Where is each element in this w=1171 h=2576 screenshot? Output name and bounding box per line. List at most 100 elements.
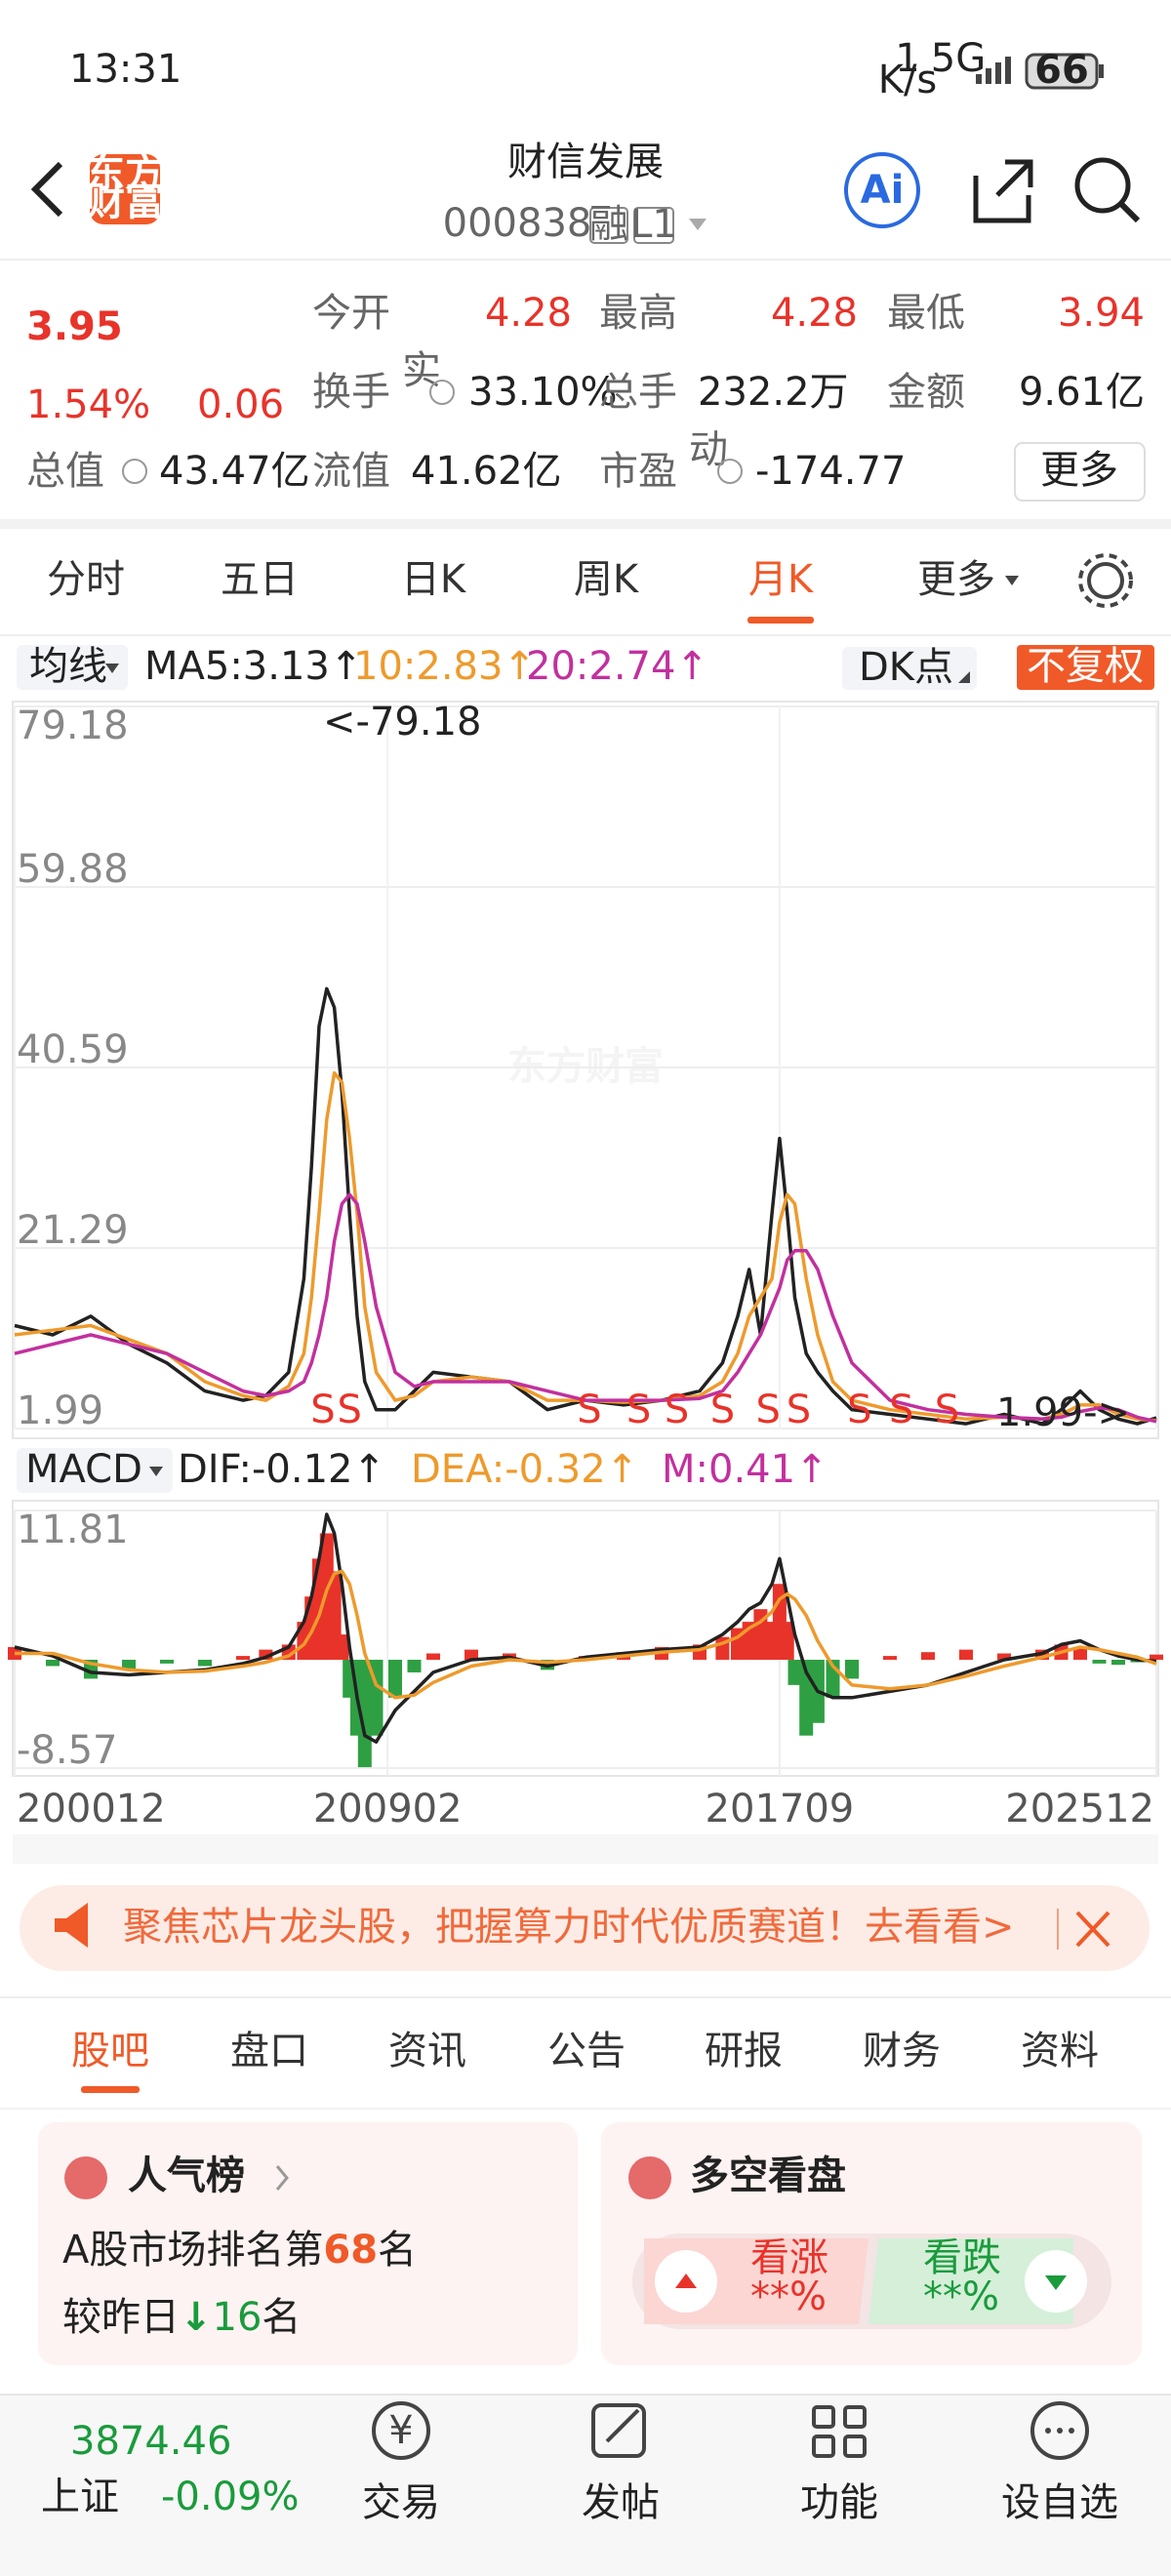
x-tick-label: 200012 bbox=[17, 1787, 166, 1831]
info-icon[interactable] bbox=[717, 459, 743, 484]
adjust-button[interactable] bbox=[1017, 645, 1154, 690]
content-tab[interactable]: 研报 bbox=[705, 2029, 783, 2073]
trade-icon[interactable]: ¥ bbox=[372, 2401, 430, 2460]
quote-value: 41.62亿 bbox=[411, 449, 562, 494]
quote-label: 总手 bbox=[599, 370, 677, 415]
back-button[interactable] bbox=[30, 161, 63, 218]
badge-box bbox=[633, 207, 674, 244]
share-button[interactable] bbox=[973, 159, 1033, 223]
macd-bar bbox=[46, 1659, 60, 1667]
more-button[interactable] bbox=[1014, 442, 1146, 502]
logo-text: 东方 bbox=[86, 151, 164, 196]
net-speed: 1 bbox=[895, 36, 919, 81]
signal: S bbox=[626, 1388, 651, 1432]
macd-bar bbox=[388, 1659, 402, 1698]
popularity-icon bbox=[64, 2156, 107, 2199]
ai-label: Ai bbox=[861, 168, 905, 213]
battery-tip bbox=[1099, 64, 1104, 78]
macd-bar bbox=[160, 1659, 174, 1664]
dropdown-arrow bbox=[149, 1467, 163, 1476]
nav-label[interactable]: 功能 bbox=[800, 2480, 878, 2525]
period-tab[interactable]: 五日 bbox=[221, 557, 299, 602]
content-tab[interactable]: 盘口 bbox=[230, 2029, 308, 2073]
macd-bar bbox=[426, 1653, 440, 1660]
signal: S bbox=[787, 1388, 811, 1432]
ma-legend: MA5:3.13↑10:2.83↑20:2.74↑ bbox=[144, 644, 708, 689]
price: 3.95 bbox=[26, 304, 123, 349]
macd-bar bbox=[959, 1649, 973, 1660]
dk-button[interactable] bbox=[842, 647, 977, 690]
quote-label: 流值 bbox=[312, 449, 390, 494]
period-tab[interactable]: 日K bbox=[401, 557, 467, 602]
function-icon[interactable] bbox=[812, 2405, 867, 2458]
legend-entry: M:0.41↑ bbox=[662, 1447, 828, 1492]
nav-label[interactable]: 设自选 bbox=[1001, 2480, 1118, 2525]
dropdown-arrow bbox=[105, 664, 119, 673]
quote-value: 43.47亿 bbox=[159, 449, 310, 494]
nav-label[interactable]: 交易 bbox=[362, 2480, 440, 2525]
period-tab[interactable]: 周K bbox=[574, 557, 640, 602]
legend-entry: 20:2.74↑ bbox=[526, 644, 708, 689]
x-tick-label: 200902 bbox=[313, 1787, 463, 1831]
macd-bar bbox=[357, 1659, 372, 1768]
adjust-label: 不复权 bbox=[1027, 644, 1144, 689]
bear-area[interactable] bbox=[868, 2238, 1073, 2324]
macd-bar bbox=[883, 1656, 897, 1660]
macd-selector[interactable] bbox=[17, 1448, 173, 1493]
content-tab[interactable]: 公告 bbox=[547, 2029, 626, 2073]
ma-selector-label: 均线 bbox=[29, 644, 107, 689]
active-indicator bbox=[747, 617, 814, 624]
search-button[interactable] bbox=[1074, 157, 1131, 214]
post-icon[interactable] bbox=[591, 2403, 646, 2458]
rank-change: 较昨日↓16名 bbox=[62, 2295, 301, 2340]
content-tab[interactable]: 资讯 bbox=[388, 2029, 466, 2073]
ai-button[interactable] bbox=[844, 152, 920, 228]
signal: S bbox=[756, 1388, 781, 1432]
dropdown-arrow[interactable] bbox=[689, 219, 707, 230]
stock-code: 000838 bbox=[443, 201, 592, 246]
content-tab[interactable]: 财务 bbox=[863, 2029, 941, 2073]
info-icon[interactable] bbox=[429, 380, 455, 405]
chevron bbox=[275, 2165, 289, 2191]
quote-sup: 实 bbox=[402, 348, 441, 393]
macd-bar bbox=[845, 1659, 859, 1679]
close-banner[interactable] bbox=[1075, 1911, 1110, 1948]
macd-bar bbox=[1150, 1654, 1163, 1660]
quote-label: 市盈 bbox=[599, 449, 677, 494]
y-tick-label: 59.88 bbox=[17, 847, 129, 892]
content-tab[interactable]: 股吧 bbox=[71, 2029, 149, 2073]
info-icon[interactable] bbox=[122, 459, 147, 484]
settings-button[interactable] bbox=[1087, 562, 1124, 599]
ma-line bbox=[15, 1569, 1157, 1700]
ma-selector[interactable] bbox=[17, 645, 128, 690]
ma-line bbox=[14, 1070, 1157, 1423]
index-value[interactable]: 3874.46 bbox=[70, 2419, 231, 2464]
quote-label: 今开 bbox=[312, 291, 390, 336]
dropdown-arrow bbox=[1005, 576, 1019, 585]
network: 5G bbox=[931, 36, 986, 81]
signal: S bbox=[310, 1388, 335, 1432]
macd-bar bbox=[335, 1634, 349, 1660]
divider bbox=[0, 634, 1171, 636]
banner[interactable] bbox=[20, 1885, 1150, 1971]
bottom-nav bbox=[0, 2395, 1171, 2576]
period-tab[interactable]: 分时 bbox=[47, 557, 125, 602]
period-tab[interactable]: 月K bbox=[748, 557, 815, 602]
y-tick-label: -8.57 bbox=[17, 1728, 118, 1773]
speaker-icon bbox=[55, 1903, 88, 1948]
bull-value: **% bbox=[750, 2274, 827, 2319]
app-logo[interactable] bbox=[90, 154, 160, 224]
legend-entry: 10:2.83↑ bbox=[353, 644, 536, 689]
signal-icon bbox=[976, 57, 1011, 84]
period-tab[interactable]: 更多 bbox=[917, 557, 995, 602]
battery-level: 66 bbox=[1034, 48, 1089, 93]
quote-value: 232.2万 bbox=[698, 370, 849, 415]
watchlist-icon[interactable] bbox=[1030, 2401, 1089, 2460]
quote-label: 金额 bbox=[887, 370, 965, 415]
nav-label[interactable]: 发帖 bbox=[582, 2480, 660, 2525]
signal: S bbox=[847, 1388, 871, 1432]
popularity-card[interactable] bbox=[38, 2122, 578, 2365]
macd-bar bbox=[921, 1652, 935, 1660]
content-tab[interactable]: 资料 bbox=[1021, 2029, 1099, 2073]
